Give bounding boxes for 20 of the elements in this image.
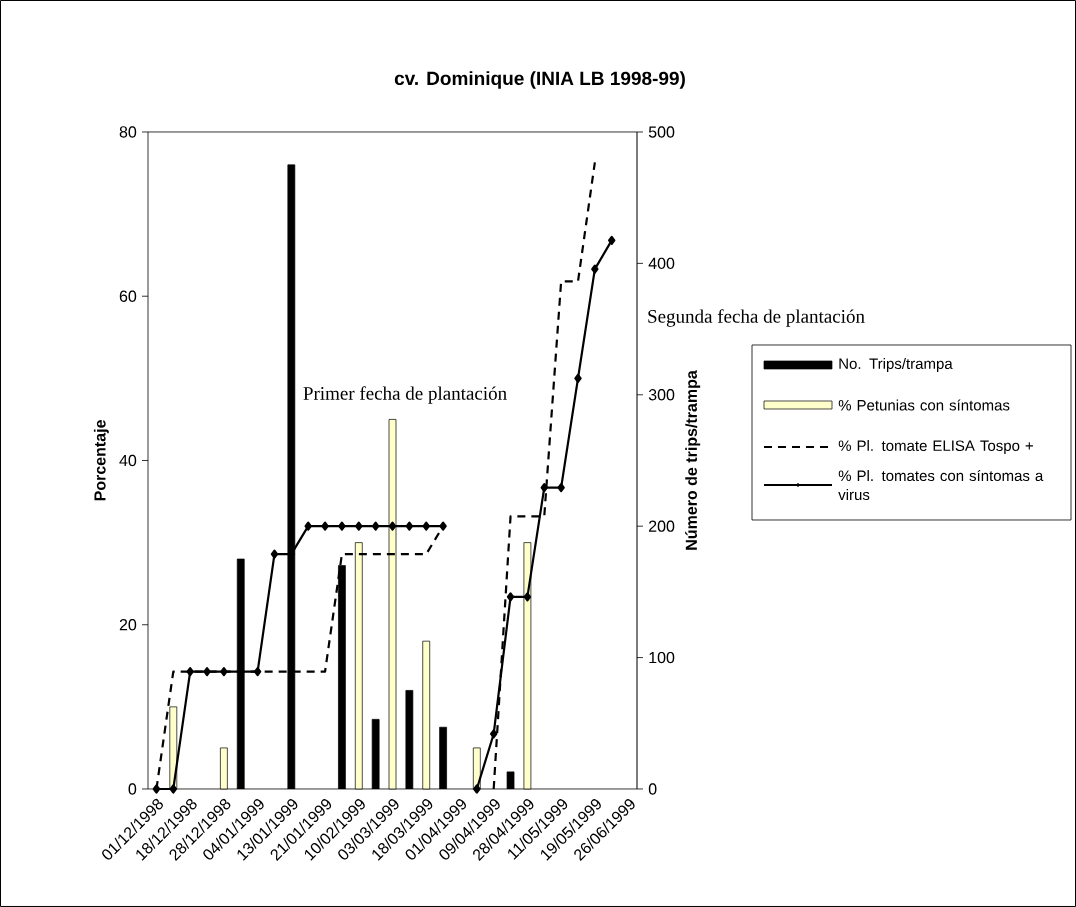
y2-tick-label: 500: [648, 126, 675, 138]
y-tick-label: 20: [119, 619, 137, 631]
y-tick-label: 0: [128, 783, 137, 795]
y-tick-label: 60: [119, 290, 137, 302]
legend-label: % Petunias con síntomas: [838, 399, 1010, 411]
y2-tick-label: 200: [649, 520, 675, 532]
y-tick-label: 80: [119, 126, 137, 138]
legend-label: % Pl. tomates con síntomas a virus: [838, 469, 1044, 501]
legend-label: % Pl. tomate ELISA Tospo +: [838, 439, 1033, 454]
y2-tick-label: 0: [648, 783, 657, 795]
y2-tick-label: 300: [648, 389, 675, 401]
y-axis-title: Porcentaje: [93, 420, 109, 501]
text: Segunda fecha de plantación: [648, 309, 865, 327]
annotation: Primer fecha de plantación: [303, 386, 507, 404]
legend-label: No. Trips/trampa: [839, 357, 953, 372]
y-tick-label: 40: [119, 454, 137, 467]
chart-title: cv. Dominique (INIA LB 1998-99): [394, 71, 685, 89]
y2-tick-label: 400: [648, 257, 675, 270]
y2-axis-title: Número de trips/trampa: [685, 370, 701, 550]
y2-tick-label: 100: [649, 651, 675, 664]
